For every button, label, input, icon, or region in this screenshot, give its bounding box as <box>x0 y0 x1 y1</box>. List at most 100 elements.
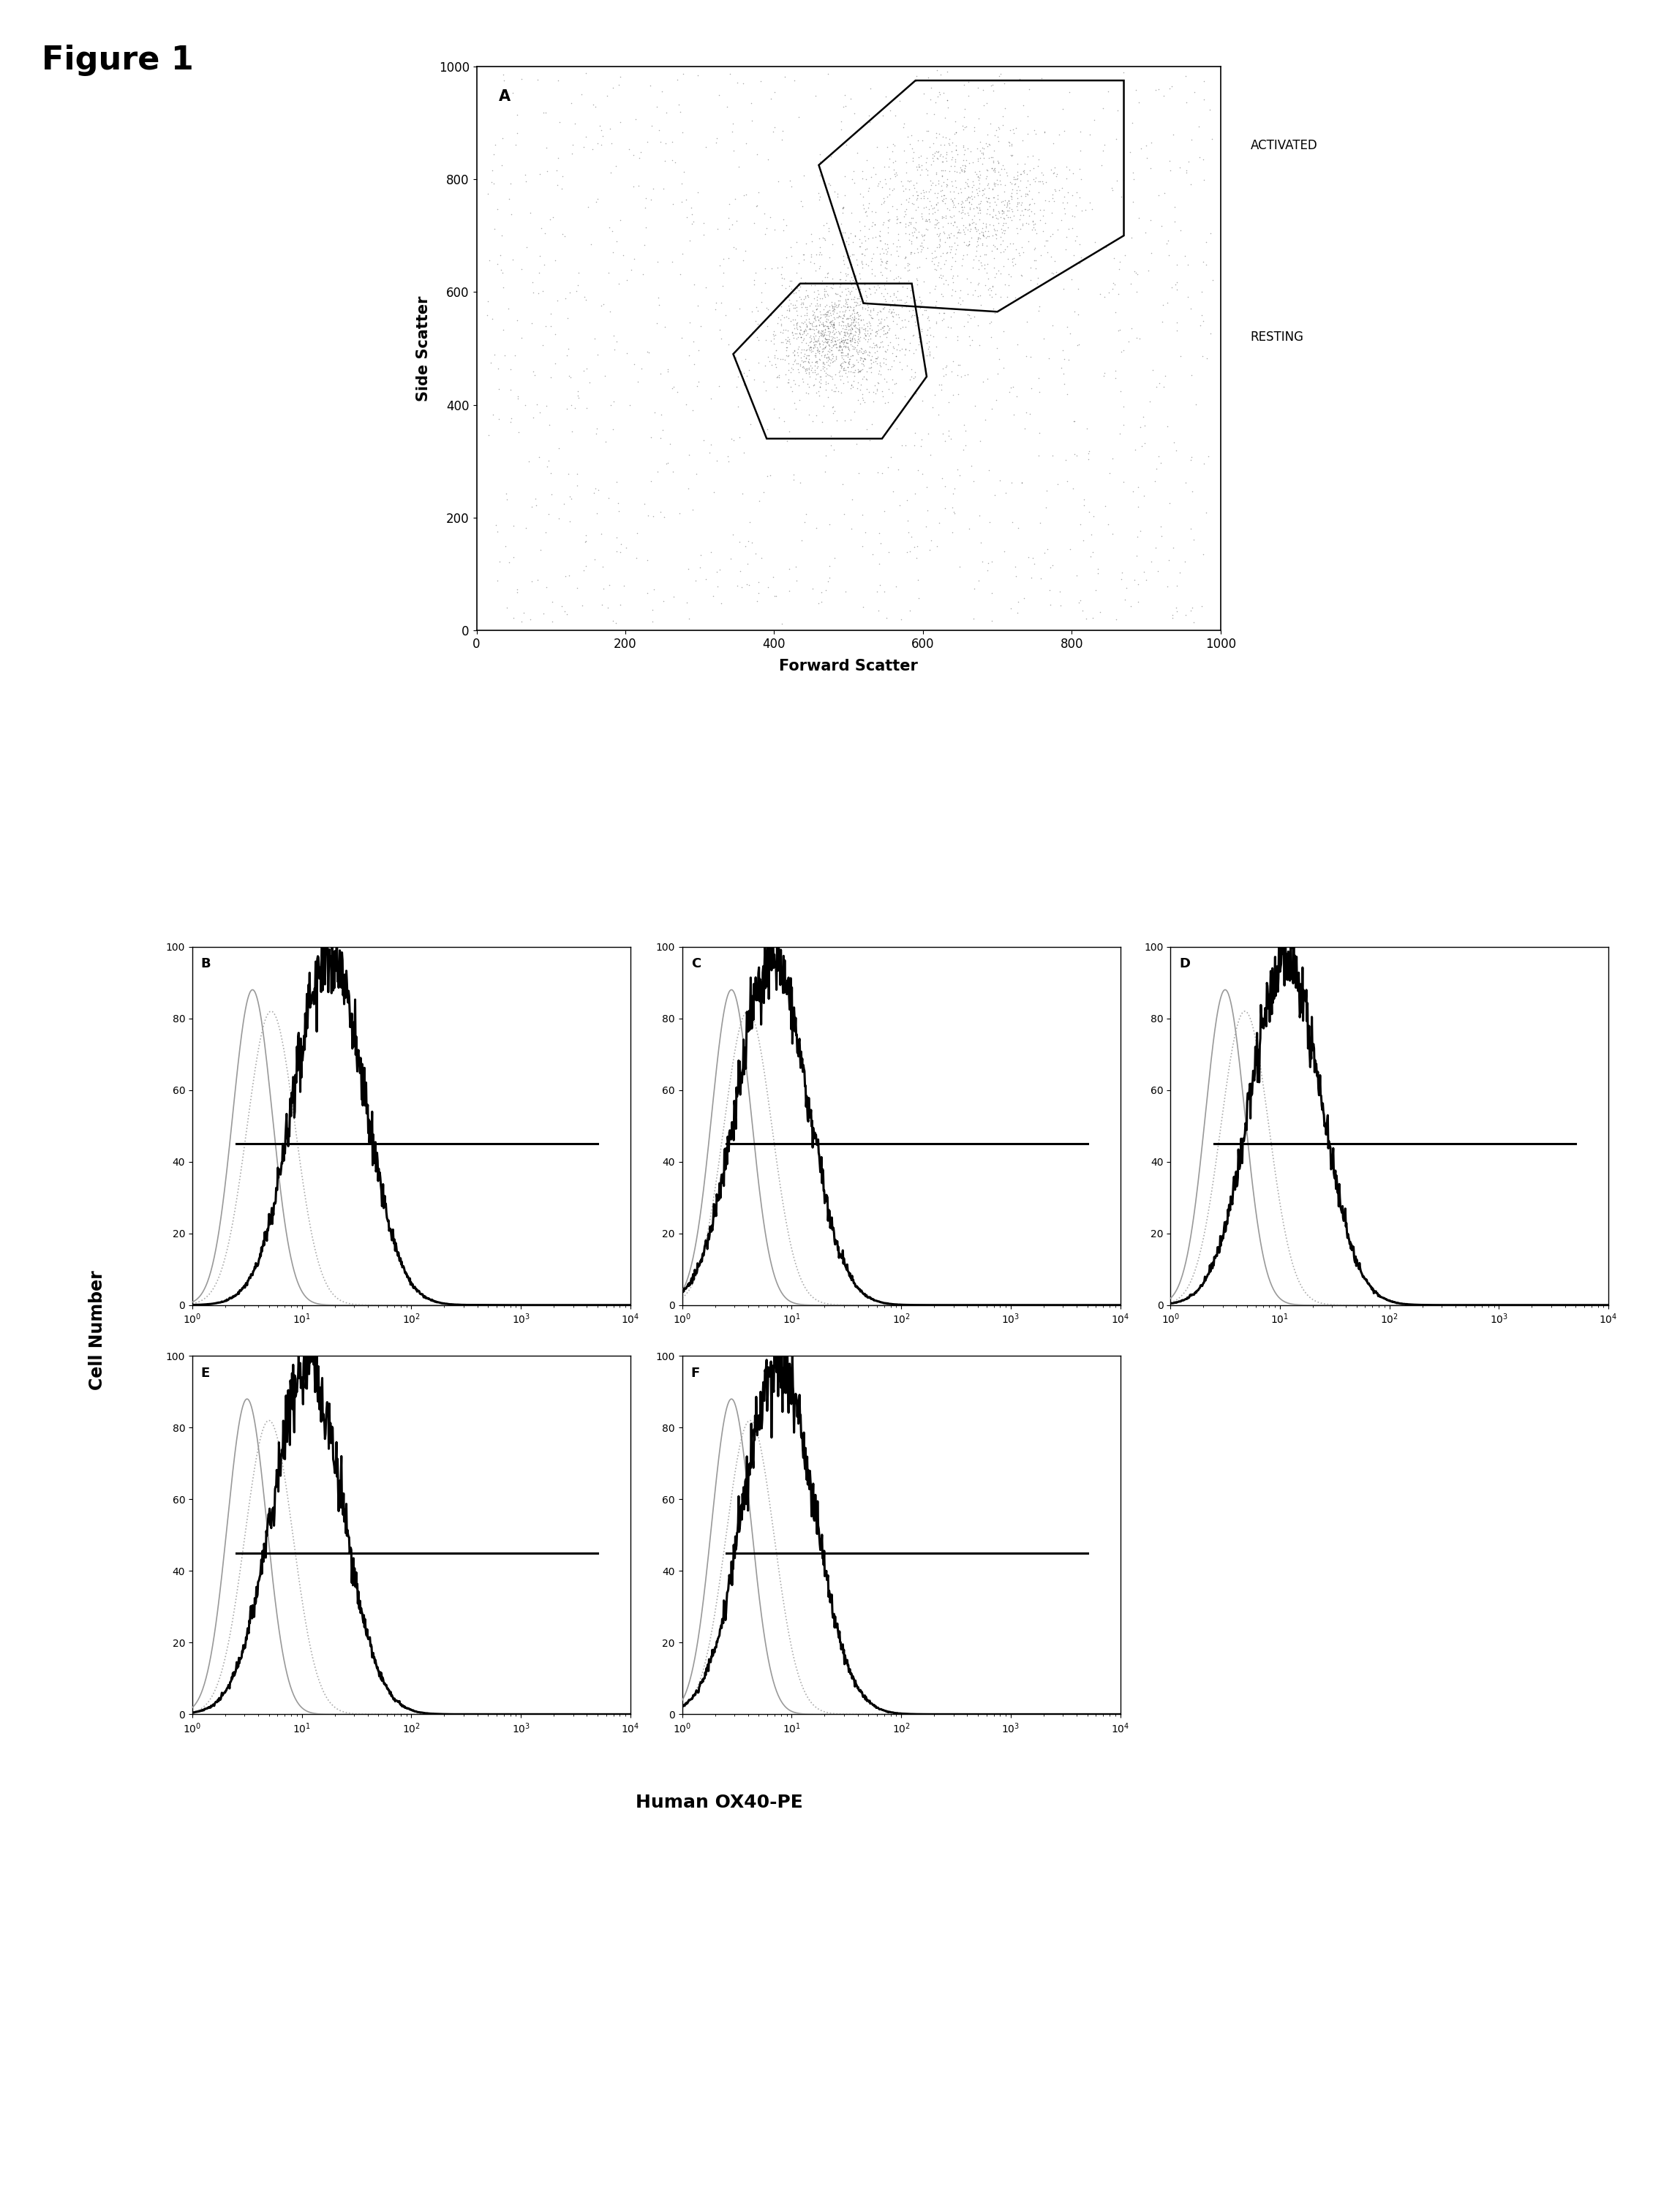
Point <box>568 588 595 624</box>
Point <box>901 476 928 511</box>
Point <box>762 332 789 367</box>
Point <box>734 546 761 582</box>
Point <box>926 221 953 257</box>
Point <box>838 367 864 403</box>
Point <box>844 321 871 356</box>
Point <box>747 285 774 321</box>
Point <box>829 334 856 369</box>
Point <box>794 307 821 343</box>
Point <box>856 270 883 305</box>
Point <box>975 139 1002 175</box>
Point <box>859 206 886 241</box>
Point <box>921 232 948 268</box>
Point <box>958 181 985 217</box>
Point <box>893 290 920 325</box>
Point <box>1020 204 1047 239</box>
Point <box>808 365 834 400</box>
Point <box>500 509 527 544</box>
Point <box>1085 555 1112 591</box>
Point <box>981 259 1008 294</box>
Point <box>908 175 935 210</box>
Point <box>935 168 961 204</box>
Point <box>920 195 946 230</box>
Point <box>573 352 600 387</box>
Point <box>585 473 612 509</box>
Point <box>829 190 856 226</box>
Point <box>843 268 869 303</box>
Point <box>863 314 890 349</box>
Point <box>818 325 844 361</box>
Point <box>868 356 895 392</box>
Point <box>838 323 864 358</box>
Point <box>1090 133 1117 168</box>
Point <box>916 201 943 237</box>
Point <box>879 299 906 334</box>
Point <box>803 323 829 358</box>
Point <box>838 268 864 303</box>
Point <box>926 75 953 111</box>
Point <box>960 323 986 358</box>
Point <box>522 480 548 515</box>
Point <box>525 62 552 97</box>
Point <box>871 268 898 303</box>
Point <box>686 363 712 398</box>
Point <box>844 365 871 400</box>
Point <box>1000 396 1027 431</box>
Point <box>806 325 833 361</box>
Point <box>788 332 814 367</box>
Point <box>868 305 895 341</box>
Point <box>1052 113 1078 148</box>
Point <box>923 168 950 204</box>
Point <box>891 208 918 243</box>
Point <box>991 150 1018 186</box>
Point <box>719 113 746 148</box>
Point <box>913 316 940 352</box>
Point <box>883 155 910 190</box>
Point <box>881 157 908 192</box>
Point <box>843 343 869 378</box>
Point <box>968 177 995 212</box>
Point <box>1030 157 1057 192</box>
Point <box>659 372 686 407</box>
Point <box>585 126 612 161</box>
Point <box>836 276 863 312</box>
Point <box>953 181 980 217</box>
Point <box>971 268 998 303</box>
Point <box>844 312 871 347</box>
Point <box>1067 584 1093 619</box>
Point <box>956 184 983 219</box>
Point <box>998 126 1025 161</box>
Point <box>818 296 844 332</box>
Point <box>1167 150 1194 186</box>
Point <box>684 367 711 403</box>
Point <box>884 296 911 332</box>
Point <box>764 341 791 376</box>
Point <box>1015 192 1042 228</box>
Point <box>1125 566 1152 602</box>
Point <box>900 319 926 354</box>
Point <box>951 215 978 250</box>
Point <box>958 219 985 254</box>
Point <box>828 349 854 385</box>
Point <box>869 237 896 272</box>
Point <box>858 343 884 378</box>
Point <box>916 303 943 338</box>
Point <box>692 562 719 597</box>
Point <box>853 334 879 369</box>
Point <box>492 338 518 374</box>
Point <box>858 345 884 380</box>
Point <box>508 252 535 288</box>
Point <box>985 124 1012 159</box>
Point <box>823 301 849 336</box>
Point <box>930 199 956 234</box>
Point <box>754 458 781 493</box>
Point <box>863 343 890 378</box>
Point <box>1008 188 1035 223</box>
Point <box>1023 265 1050 301</box>
Point <box>997 186 1023 221</box>
Point <box>833 338 859 374</box>
Point <box>777 349 804 385</box>
Point <box>1015 206 1042 241</box>
Point <box>941 142 968 177</box>
Point <box>997 226 1023 261</box>
